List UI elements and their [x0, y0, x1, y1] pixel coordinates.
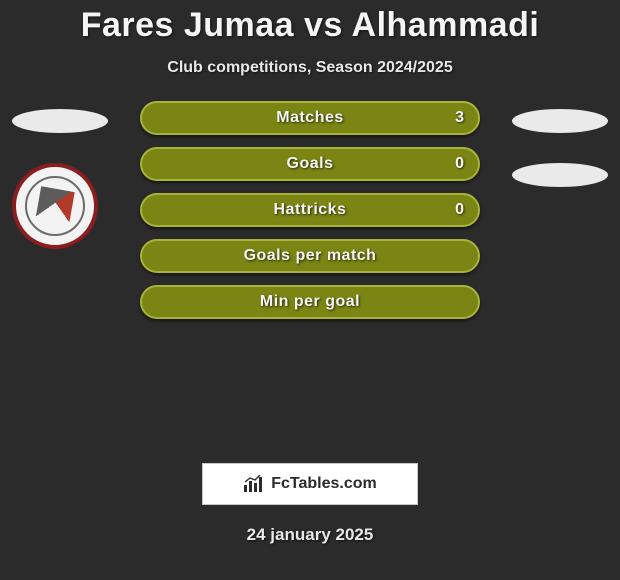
brand-footer: FcTables.com	[202, 463, 418, 505]
page-title: Fares Jumaa vs Alhammadi	[0, 0, 620, 45]
stat-label: Hattricks	[274, 201, 347, 219]
brand-text: FcTables.com	[271, 475, 377, 493]
club-badge-inner	[25, 176, 85, 236]
stat-row-hattricks: Hattricks 0	[140, 193, 480, 227]
player-left-name-slot	[12, 109, 108, 133]
comparison-area: Matches 3 Goals 0 Hattricks 0 Goals per …	[0, 117, 620, 457]
stat-row-goals-per-match: Goals per match	[140, 239, 480, 273]
bars-icon	[243, 475, 265, 493]
brand-logo: FcTables.com	[243, 475, 377, 493]
player-right-name-slot	[512, 109, 608, 133]
stat-bars: Matches 3 Goals 0 Hattricks 0 Goals per …	[140, 101, 480, 331]
stat-value: 0	[455, 201, 464, 219]
player-left-club-badge	[12, 163, 98, 249]
player-right-club-slot	[512, 163, 608, 187]
stat-label: Min per goal	[260, 293, 360, 311]
stat-label: Goals per match	[244, 247, 377, 265]
club-badge-mark	[35, 186, 74, 225]
stat-row-min-per-goal: Min per goal	[140, 285, 480, 319]
stat-value: 3	[455, 109, 464, 127]
player-left-column	[12, 109, 108, 249]
stat-row-goals: Goals 0	[140, 147, 480, 181]
stat-value: 0	[455, 155, 464, 173]
player-right-column	[512, 109, 608, 217]
page-subtitle: Club competitions, Season 2024/2025	[0, 59, 620, 77]
stat-label: Matches	[276, 109, 344, 127]
stat-row-matches: Matches 3	[140, 101, 480, 135]
date-line: 24 january 2025	[0, 525, 620, 545]
stat-label: Goals	[287, 155, 334, 173]
